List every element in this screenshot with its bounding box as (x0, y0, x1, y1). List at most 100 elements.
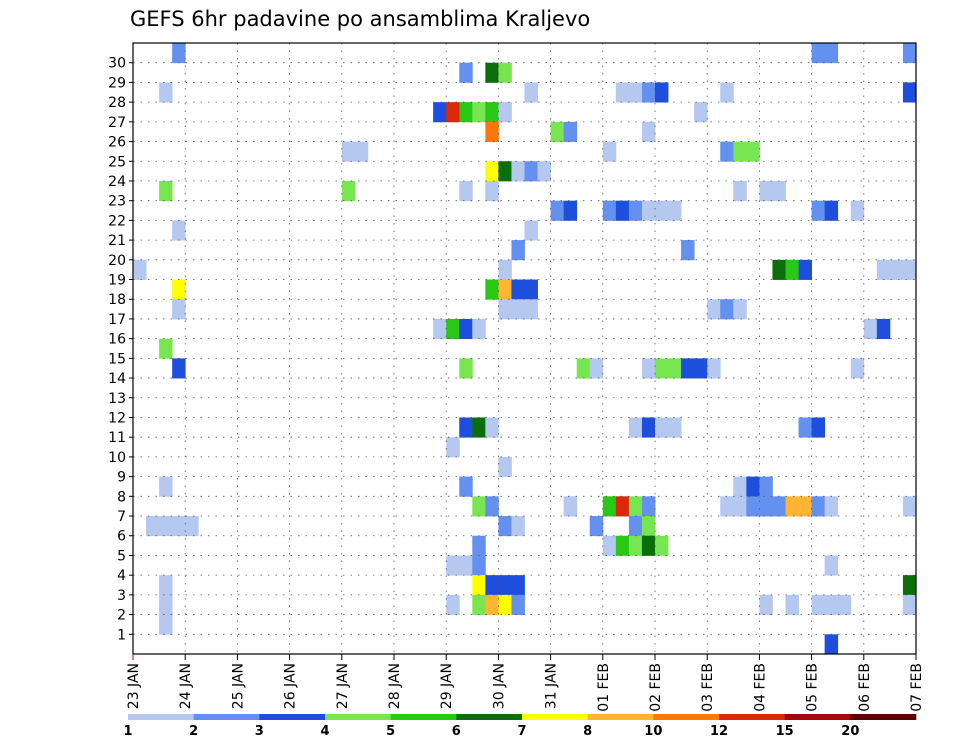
y-tick-label: 2 (117, 608, 126, 624)
heatmap-cell (824, 594, 839, 615)
heatmap-cell (733, 180, 747, 202)
heatmap-cell (811, 417, 826, 438)
heatmap-cell (615, 200, 630, 221)
heatmap-cell (668, 417, 682, 438)
legend-label: 10 (644, 724, 662, 739)
heatmap-cell (850, 358, 865, 379)
heatmap-cell (159, 476, 173, 497)
heatmap-cell (550, 121, 565, 142)
y-tick-label: 12 (108, 410, 126, 426)
heatmap-cell (876, 318, 891, 340)
heatmap-cell (537, 161, 551, 182)
heatmap-cell (759, 594, 773, 615)
y-tick-label: 1 (117, 627, 126, 643)
heatmap-cell (511, 575, 525, 596)
heatmap-cell (863, 318, 878, 340)
legend-label: 1 (123, 724, 132, 739)
heatmap-cell (446, 102, 460, 123)
heatmap-cell (602, 141, 617, 162)
heatmap-cell (172, 279, 186, 300)
x-tick-label: 27 JAN (335, 663, 351, 709)
heatmap-cell (159, 575, 173, 596)
heatmap-cell (472, 535, 486, 556)
legend-swatch (784, 714, 851, 720)
heatmap-cell (902, 43, 917, 64)
plot-frame (132, 42, 917, 655)
heatmap-cell (759, 496, 773, 517)
heatmap-cell (824, 200, 839, 221)
x-tick-label: 07 FEB (909, 663, 925, 712)
heatmap-cell (563, 121, 578, 142)
y-tick-label: 25 (108, 154, 126, 170)
heatmap-cell (589, 516, 604, 537)
heatmap-cell (498, 516, 512, 537)
legend-label: 3 (255, 724, 264, 739)
heatmap-cell (341, 141, 356, 162)
y-tick-label: 3 (117, 588, 126, 604)
y-tick-label: 23 (108, 194, 126, 210)
x-tick-label: 30 JAN (491, 663, 507, 709)
legend-label: 7 (517, 724, 526, 739)
heatmap-cell (681, 240, 695, 261)
heatmap-cell (628, 535, 643, 556)
heatmap-cell (798, 496, 812, 517)
x-tick-label: 03 FEB (700, 663, 716, 712)
x-tick-label: 24 JAN (178, 663, 194, 709)
legend-label: 12 (710, 724, 728, 739)
heatmap-cell (641, 535, 656, 556)
y-tick-label: 9 (117, 470, 126, 486)
heatmap-cell (472, 318, 486, 340)
heatmap-cell (472, 102, 486, 123)
heatmap-cell (902, 496, 917, 517)
y-tick-label: 30 (108, 56, 126, 72)
heatmap-cell (641, 121, 656, 142)
heatmap-cell (459, 476, 473, 497)
heatmap-cell (159, 338, 173, 359)
y-tick-label: 7 (117, 509, 126, 525)
heatmap-cell (446, 318, 460, 340)
heatmap-cell (524, 220, 538, 241)
heatmap-cell (511, 299, 525, 320)
heatmap-cell (850, 200, 865, 221)
heatmap-cell (655, 82, 669, 103)
heatmap-cell (159, 594, 173, 615)
legend-swatch (193, 714, 260, 720)
legend-label: 4 (320, 724, 329, 739)
heatmap-cell (472, 594, 486, 615)
heatmap-cell (485, 279, 499, 300)
heatmap-cell (902, 259, 917, 280)
legend-label: 5 (386, 724, 395, 739)
heatmap-cell (511, 279, 525, 300)
heatmap-cell (733, 299, 747, 320)
heatmap-cell (798, 417, 812, 438)
heatmap-cell (824, 555, 839, 576)
heatmap-cell (563, 496, 578, 517)
heatmap-cell (837, 594, 852, 615)
x-tick-label: 31 JAN (544, 663, 560, 709)
y-tick-label: 17 (108, 312, 126, 328)
heatmap-cells (133, 43, 917, 655)
heatmap-cell (511, 161, 525, 182)
heatmap-cell (498, 299, 512, 320)
y-tick-label: 27 (108, 115, 126, 131)
heatmap-cell (759, 180, 773, 202)
heatmap-cell (824, 43, 839, 64)
heatmap-cell (785, 496, 799, 517)
heatmap-cell (524, 279, 538, 300)
heatmap-cell (524, 299, 538, 320)
heatmap-cell (876, 259, 891, 280)
heatmap-cell (159, 180, 173, 202)
heatmap-cell (172, 43, 186, 64)
heatmap-cell (576, 358, 591, 379)
y-tick-label: 6 (117, 529, 126, 545)
x-tick-label: 05 FEB (805, 663, 821, 712)
y-tick-label: 13 (108, 391, 126, 407)
heatmap-cell (902, 575, 917, 596)
y-tick-label: 14 (108, 371, 126, 387)
heatmap-cell (459, 417, 473, 438)
heatmap-cell (185, 516, 199, 537)
heatmap-cell (472, 417, 486, 438)
heatmap-cell (902, 82, 917, 103)
heatmap-cell (615, 82, 630, 103)
heatmap-cell (902, 594, 917, 615)
